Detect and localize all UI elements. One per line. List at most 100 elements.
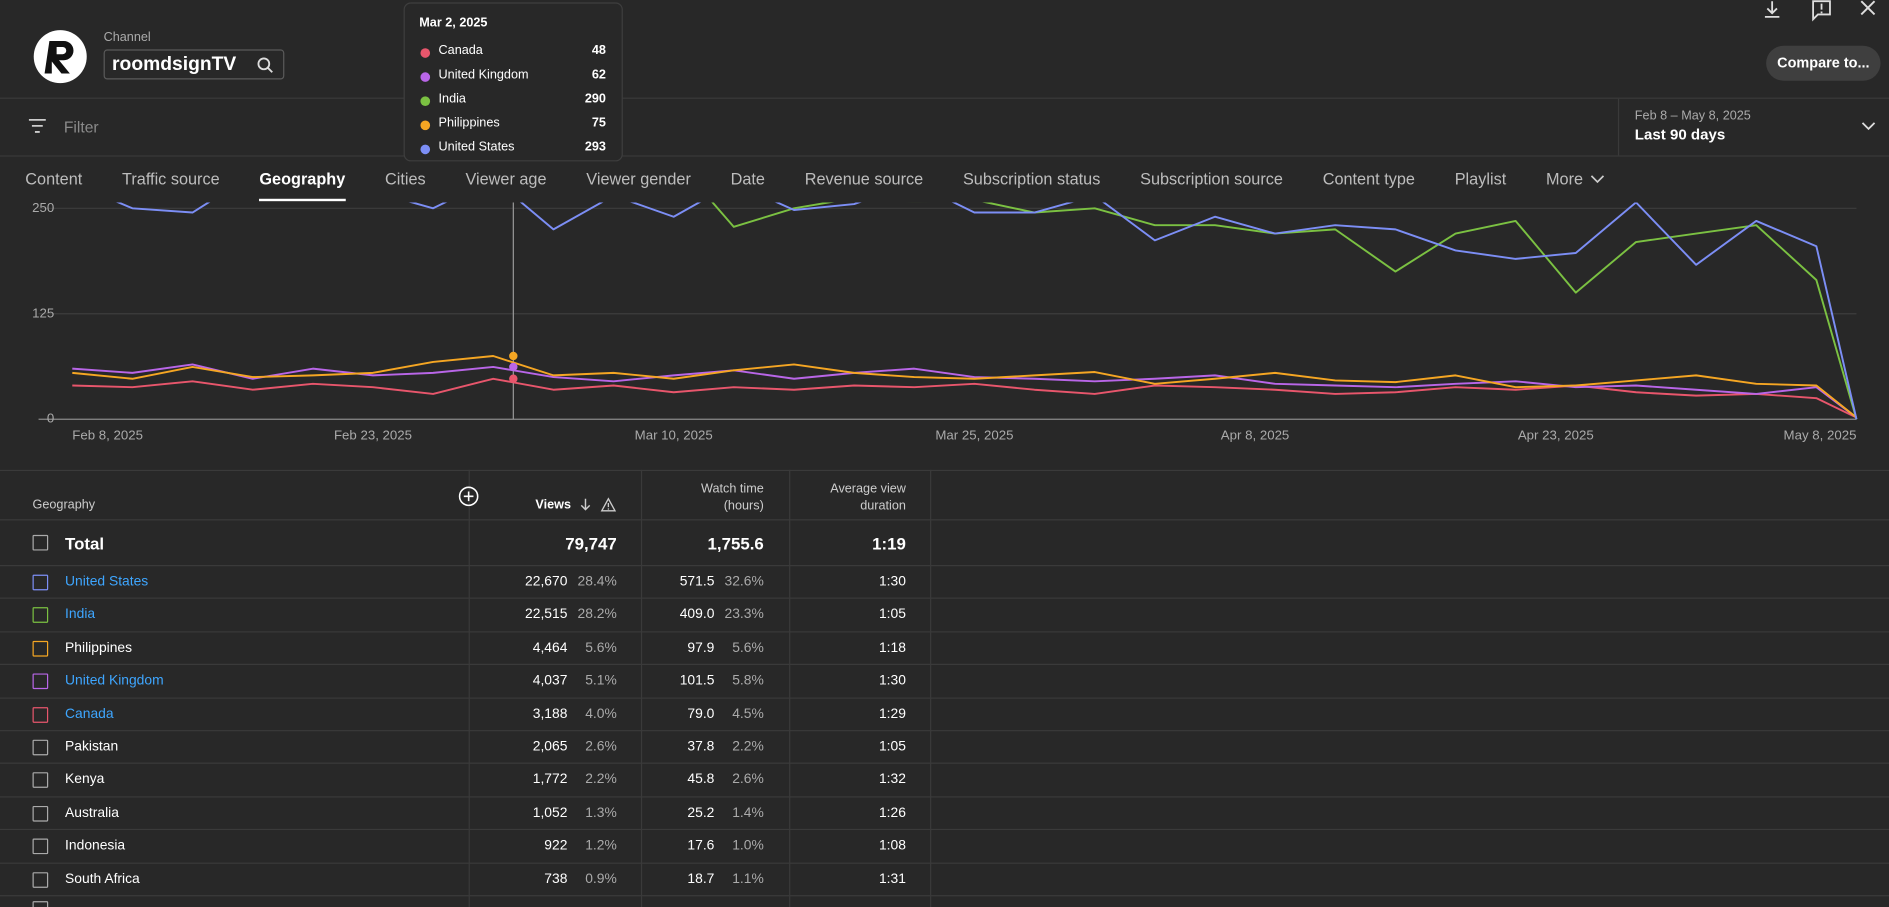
tab[interactable]: Geography bbox=[259, 155, 346, 202]
channel-search[interactable]: roomdsignTV bbox=[103, 49, 285, 80]
checkbox[interactable] bbox=[32, 574, 49, 591]
legend-dot bbox=[420, 48, 431, 58]
table-row: Kenya 1,772 2.2% 45.8 2.6% 1:32 bbox=[0, 764, 1889, 798]
plot-area bbox=[72, 202, 1858, 420]
close-icon[interactable] bbox=[1860, 0, 1876, 16]
series-line bbox=[711, 202, 1858, 420]
column-divider bbox=[640, 469, 643, 907]
tab[interactable]: Traffic source bbox=[122, 169, 220, 188]
filter-icon[interactable] bbox=[28, 118, 47, 134]
column-header[interactable]: Average view duration bbox=[830, 481, 906, 515]
column-divider bbox=[468, 469, 470, 907]
compare-button[interactable]: Compare to... bbox=[1766, 45, 1881, 81]
checkbox[interactable] bbox=[32, 772, 49, 789]
checkbox[interactable] bbox=[32, 805, 49, 822]
search-icon[interactable] bbox=[257, 57, 274, 74]
table-row: Philippines 4,464 5.6% 97.9 5.6% 1:18 bbox=[0, 632, 1889, 666]
divider bbox=[1617, 98, 1620, 156]
tooltip-value: 293 bbox=[584, 139, 606, 155]
feedback-icon[interactable] bbox=[1812, 0, 1831, 22]
table-row: South Africa 738 0.9% 18.7 1.1% 1:31 bbox=[0, 863, 1889, 897]
column-header[interactable]: Watch time (hours) bbox=[701, 481, 764, 515]
checkbox[interactable] bbox=[32, 901, 49, 907]
channel-label: Channel bbox=[103, 30, 151, 45]
checkbox[interactable] bbox=[32, 534, 49, 550]
total-label: Total bbox=[65, 533, 105, 553]
country-name[interactable]: Canada bbox=[65, 706, 114, 722]
tab[interactable]: Revenue source bbox=[804, 169, 924, 188]
table-row: India 22,515 28.2% 409.0 23.3% 1:05 bbox=[0, 599, 1889, 633]
country-name: Pakistan bbox=[65, 739, 119, 755]
watch-time: 571.5 bbox=[679, 574, 715, 590]
total-row: Total 79,747 1,755.6 1:19 bbox=[0, 520, 1889, 567]
watch-share: 1.4% bbox=[732, 805, 764, 821]
views: 738 bbox=[544, 871, 568, 887]
divider bbox=[0, 155, 1889, 157]
column-header[interactable]: Views bbox=[535, 497, 572, 513]
checkbox[interactable] bbox=[32, 706, 49, 723]
channel-name: roomdsignTV bbox=[112, 54, 237, 75]
hover-dot bbox=[509, 362, 518, 372]
views-share: 1.2% bbox=[585, 838, 617, 854]
sort-icons[interactable] bbox=[578, 496, 619, 513]
watch-time: 37.8 bbox=[687, 739, 715, 755]
tab[interactable]: Content bbox=[25, 169, 83, 188]
x-tick-label: Feb 8, 2025 bbox=[72, 428, 143, 443]
views-share: 28.4% bbox=[577, 574, 617, 590]
country-name[interactable]: United States bbox=[65, 574, 149, 590]
avg-duration: 1:05 bbox=[878, 607, 906, 623]
country-name[interactable]: India bbox=[65, 607, 96, 623]
line-chart: 0 125 250 Feb 8, 2025 Feb 23, 2025 Mar 10, 20… bbox=[32, 202, 1858, 443]
download-icon[interactable] bbox=[1764, 1, 1780, 18]
views: 22,515 bbox=[525, 607, 568, 623]
series-line bbox=[72, 355, 1858, 419]
watch-share: 5.8% bbox=[732, 673, 764, 689]
tab[interactable]: Content type bbox=[1322, 169, 1415, 188]
chevron-icon bbox=[1590, 175, 1605, 184]
watch-share: 5.6% bbox=[732, 640, 764, 656]
divider bbox=[0, 519, 1889, 521]
checkbox[interactable] bbox=[32, 673, 49, 690]
watch-share: 1.1% bbox=[732, 871, 764, 887]
views: 3,188 bbox=[532, 706, 568, 722]
tooltip-value: 62 bbox=[591, 67, 606, 82]
watch-share: 2.6% bbox=[732, 772, 764, 788]
date-picker[interactable]: Feb 8 – May 8, 2025 Last 90 days bbox=[1619, 99, 1889, 156]
tab[interactable]: More bbox=[1546, 155, 1605, 202]
legend-dot bbox=[420, 120, 431, 131]
tab[interactable]: Viewer age bbox=[465, 169, 547, 188]
country-name[interactable]: United Kingdom bbox=[65, 673, 164, 689]
tab[interactable]: Viewer gender bbox=[586, 169, 691, 188]
tooltip-series-name: Philippines bbox=[438, 115, 500, 131]
filter-input[interactable]: Filter bbox=[63, 118, 99, 137]
checkbox[interactable] bbox=[32, 838, 49, 855]
tab[interactable]: Subscription status bbox=[962, 169, 1101, 188]
checkbox[interactable] bbox=[32, 640, 49, 657]
series-line bbox=[115, 202, 1858, 420]
views: 922 bbox=[544, 838, 568, 854]
channel-logo[interactable] bbox=[33, 29, 88, 84]
watch-time: 101.5 bbox=[679, 673, 715, 689]
tab[interactable]: Playlist bbox=[1454, 169, 1507, 188]
tooltip-value: 290 bbox=[584, 91, 606, 107]
checkbox[interactable] bbox=[32, 607, 49, 624]
watch-share: 1.0% bbox=[732, 838, 764, 854]
add-column-icon[interactable] bbox=[458, 486, 480, 508]
divider bbox=[0, 469, 1889, 472]
chevron bbox=[1590, 175, 1605, 184]
tooltip-series-name: India bbox=[438, 91, 466, 107]
tooltip-series-name: United Kingdom bbox=[438, 67, 529, 82]
checkbox[interactable] bbox=[32, 871, 49, 888]
table-row: Australia 1,052 1.3% 25.2 1.4% 1:26 bbox=[0, 797, 1889, 831]
views: 22,670 bbox=[525, 574, 568, 590]
views: 2,065 bbox=[532, 739, 568, 755]
tab[interactable]: Cities bbox=[385, 169, 426, 188]
checkbox[interactable] bbox=[32, 739, 49, 756]
tab[interactable]: Subscription source bbox=[1140, 169, 1283, 188]
divider bbox=[0, 97, 1889, 99]
watch-share: 2.2% bbox=[732, 739, 764, 755]
table-row: Canada 3,188 4.0% 79.0 4.5% 1:29 bbox=[0, 698, 1889, 732]
tab[interactable]: Date bbox=[730, 169, 765, 188]
hover-dot bbox=[509, 351, 518, 361]
watch-share: 23.3% bbox=[724, 607, 764, 623]
